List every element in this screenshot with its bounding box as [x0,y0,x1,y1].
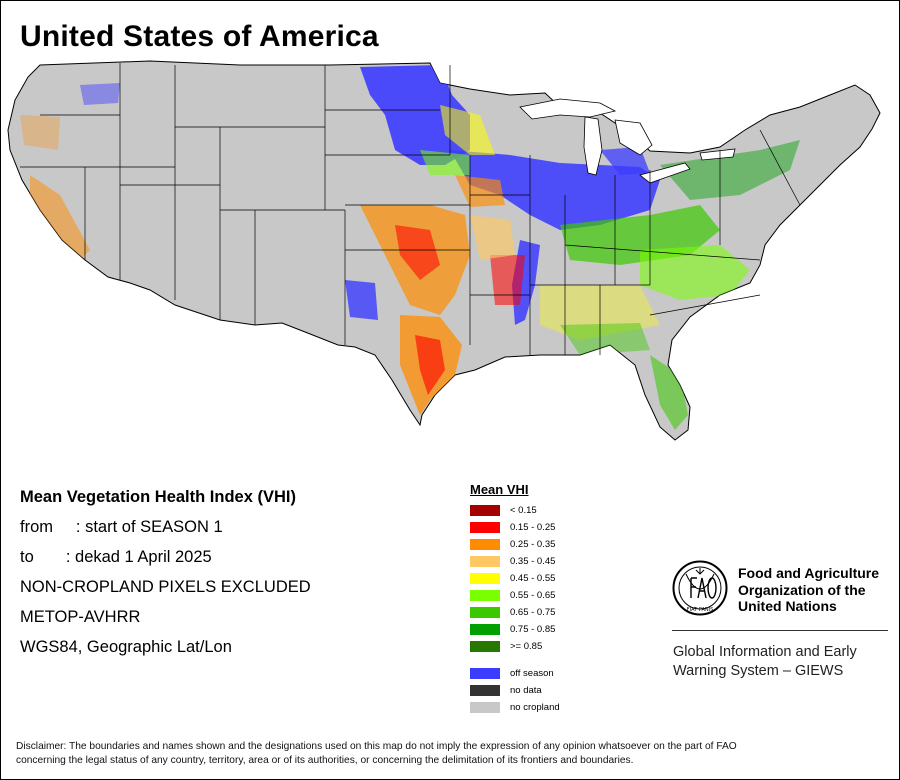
fao-logo-icon: FIAT PANIS [672,560,728,616]
fao-org-line-3: United Nations [738,598,837,614]
legend-entry: 0.75 - 0.85 [470,621,620,638]
legend-title: Mean VHI [470,482,529,497]
dry-washington [20,115,60,150]
giews-name: Global Information and Early Warning Sys… [673,643,857,681]
dry-california [30,175,90,260]
giews-line-1: Global Information and Early [673,644,857,660]
off-season-michigan [600,147,650,175]
disclaimer-line-2: concerning the legal status of any count… [16,755,634,766]
legend-entry: no data [470,682,620,699]
usa-vhi-map [7,60,881,441]
legend-swatch [470,590,500,601]
legend-label: < 0.15 [510,505,537,516]
fao-motto: FIAT PANIS [687,607,714,613]
legend-entry: no cropland [470,699,620,716]
legend-swatch [470,641,500,652]
legend-entry: 0.55 - 0.65 [470,587,620,604]
legend-entry: 0.45 - 0.55 [470,570,620,587]
legend-entry: 0.15 - 0.25 [470,519,620,536]
lake-erie [639,162,691,184]
legend-swatch [470,573,500,584]
legend-label: >= 0.85 [510,641,543,652]
disclaimer: Disclaimer: The boundaries and names sho… [16,740,886,768]
legend-other: off season no data no cropland [470,665,620,716]
mid-dakotas [440,105,495,155]
legend-label: 0.25 - 0.35 [510,539,556,550]
legend-swatch [470,624,500,635]
fao-divider [672,630,888,631]
legend-classes: < 0.15 0.15 - 0.25 0.25 - 0.35 0.35 - 0.45 0… [470,502,620,655]
dry-texas-core [415,335,445,395]
fao-org-line-2: Organization of the [738,581,866,598]
off-season-north-plains [360,65,470,165]
legend-entry: off season [470,665,620,682]
off-season-corn-belt [450,150,660,230]
info-sensor: METOP-AVHRR [20,608,141,626]
lake-superior [519,98,617,120]
legend-label: 0.65 - 0.75 [510,607,556,618]
legend-entry: 0.25 - 0.35 [470,536,620,553]
map-legend: Mean VHI < 0.15 0.15 - 0.25 0.25 - 0.35 0.3… [470,482,620,716]
mid-missouri [470,215,515,260]
legend-label: no cropland [510,702,560,713]
lake-huron [614,119,653,156]
legend-entry: 0.65 - 0.75 [470,604,620,621]
legend-swatch [470,702,500,713]
legend-label: 0.55 - 0.65 [510,590,556,601]
map-metadata: Mean Vegetation Health Index (VHI) from … [20,487,311,667]
legend-label: no data [510,685,542,696]
legend-swatch [470,505,500,516]
legend-swatch [470,607,500,618]
fao-org-name: Food and Agriculture Organization of the… [738,565,898,615]
state-boundaries [20,63,801,355]
dry-kansas-core [395,225,440,280]
legend-entry: >= 0.85 [470,638,620,655]
dry-arkansas [490,255,525,305]
legend-label: 0.35 - 0.45 [510,556,556,567]
healthy-appalachia [640,245,750,300]
map-title: United States of America [20,20,379,53]
legend-entry: 0.35 - 0.45 [470,553,620,570]
healthy-sd [420,150,470,175]
healthy-northeast [660,140,800,200]
healthy-southeast [560,323,650,355]
legend-swatch [470,556,500,567]
legend-swatch [470,685,500,696]
great-lakes [519,98,736,184]
healthy-florida [650,355,688,430]
legend-swatch [470,522,500,533]
info-mask: NON-CROPLAND PIXELS EXCLUDED [20,578,311,596]
disclaimer-line-1: Disclaimer: The boundaries and names sho… [16,741,737,752]
off-season-nm [345,280,378,320]
legend-swatch [470,668,500,679]
legend-label: 0.45 - 0.55 [510,573,556,584]
lake-michigan [583,116,603,176]
lake-ontario [699,148,736,161]
info-projection: WGS84, Geographic Lat/Lon [20,638,232,656]
legend-label: 0.15 - 0.25 [510,522,556,533]
info-index-name: Mean Vegetation Health Index (VHI) [20,488,296,506]
legend-swatch [470,539,500,550]
dry-nebraska [455,175,505,207]
info-to: to : dekad 1 April 2025 [20,548,212,566]
off-season-nw [80,83,120,105]
legend-label: off season [510,668,554,679]
vhi-pixel-layer [20,65,800,430]
fao-org-line-1: Food and Agriculture [738,565,880,581]
giews-line-2: Warning System – GIEWS [673,663,844,679]
legend-label: 0.75 - 0.85 [510,624,556,635]
legend-entry: < 0.15 [470,502,620,519]
info-from: from : start of SEASON 1 [20,518,223,536]
